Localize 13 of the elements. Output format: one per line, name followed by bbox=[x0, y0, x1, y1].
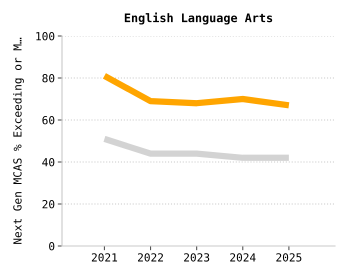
x-tick-label: 2025 bbox=[276, 253, 302, 262]
y-tick-label: 20 bbox=[42, 200, 54, 208]
x-tick-label: 2022 bbox=[138, 253, 163, 262]
y-tick-label: 60 bbox=[42, 116, 54, 124]
y-tick-label: 100 bbox=[36, 32, 54, 40]
y-tick-label: 0 bbox=[49, 242, 54, 250]
chart-title: English Language Arts bbox=[124, 12, 272, 25]
x-tick-label: 2023 bbox=[184, 253, 210, 262]
y-tick-label: 40 bbox=[42, 158, 54, 166]
y-tick-label: 80 bbox=[42, 74, 54, 82]
y-axis-title: Next Gen MCAS % Exceeding or M… bbox=[13, 38, 24, 244]
x-tick-label: 2024 bbox=[230, 253, 256, 262]
x-tick-label: 2021 bbox=[92, 253, 118, 262]
